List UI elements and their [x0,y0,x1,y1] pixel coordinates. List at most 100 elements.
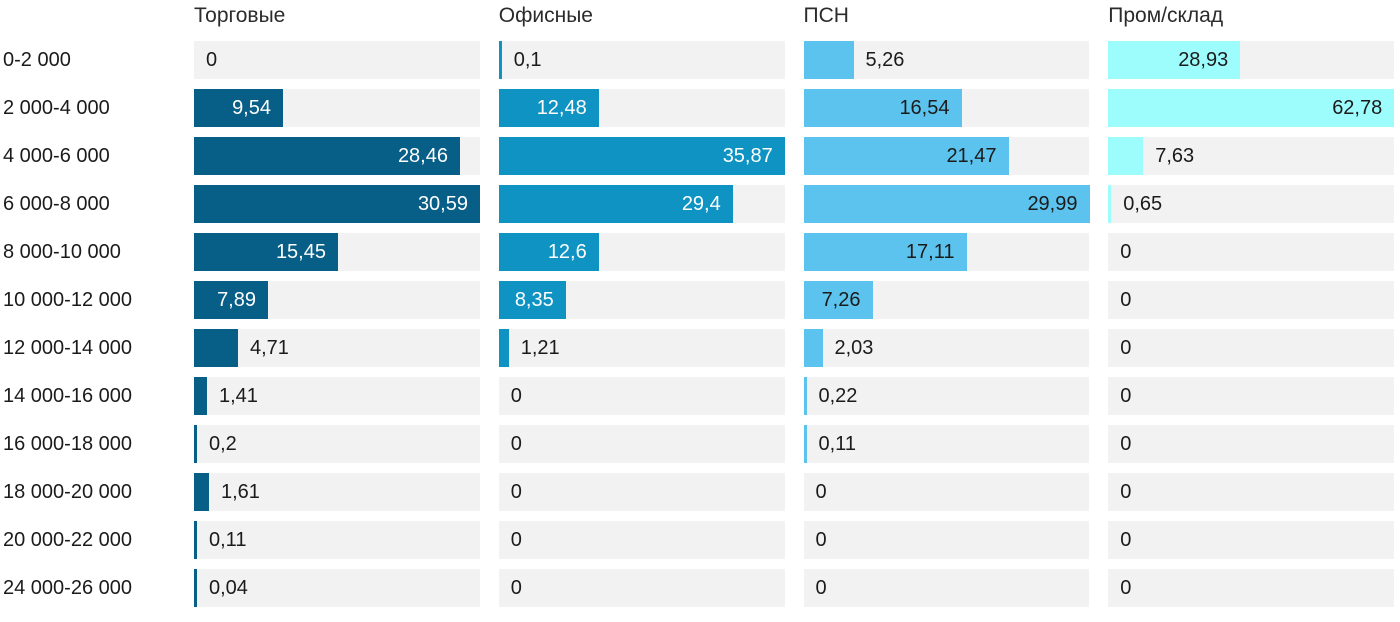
bar: 35,87 [498,137,785,175]
row-label: 0-2 000 [3,49,71,71]
bar [803,377,807,415]
bar-track: 12,6 [498,233,785,271]
bar [194,473,209,511]
bar-value-label: 62,78 [1332,97,1383,119]
bar-chart: Торговые Офисные ПСН Пром/склад 0-2 000 0… [3,3,1395,607]
bar-value-label: 0 [1120,529,1132,551]
bar: 62,78 [1108,89,1395,127]
bar-track: 1,41 [194,377,480,415]
bar [803,425,807,463]
bar-value-label: 0 [1120,337,1132,359]
bar-value-label: 0 [1120,577,1132,599]
bar-track: 0 [803,569,1090,607]
bar [194,329,238,367]
bar [194,425,197,463]
bar-track: 0 [498,377,785,415]
bar-track: 0 [1108,473,1394,511]
bar-value-label: 29,4 [681,193,721,215]
bar-value-label: 0 [1120,241,1132,263]
bar-value-label: 12,6 [547,241,587,263]
bar-value-label: 0 [206,49,218,71]
bar-track: 0 [1108,281,1394,319]
bar-track: 0 [1108,233,1394,271]
bar: 9,54 [194,89,283,127]
column-header-psn: ПСН [803,4,849,27]
bar-value-label: 28,93 [1178,49,1229,71]
bar-track: 0 [1108,425,1394,463]
bar-value-label: 29,99 [1027,193,1078,215]
bar-value-label: 0 [510,433,522,455]
bar-track: 0,11 [194,521,480,559]
bar-track: 30,59 [194,185,480,223]
bar-track: 0 [803,473,1090,511]
bar-value-label: 0 [510,577,522,599]
bar-value-label: 2,03 [834,337,874,359]
column-header-prom-sklad: Пром/склад [1108,4,1224,27]
bar-value-label: 0,2 [209,433,237,455]
bar: 16,54 [803,89,962,127]
bar-track: 0 [498,521,785,559]
bar-track: 0,1 [498,41,785,79]
bar-value-label: 0 [510,385,522,407]
bar-value-label: 8,35 [514,289,554,311]
bar-value-label: 0 [1120,481,1132,503]
bar: 29,99 [803,185,1090,223]
bar-track: 0,22 [803,377,1090,415]
bar-value-label: 5,26 [865,49,905,71]
bar-track: 29,4 [498,185,785,223]
bar-track: 0,11 [803,425,1090,463]
bar-value-label: 0 [815,577,827,599]
bar-track: 29,99 [803,185,1090,223]
corner-spacer [3,3,175,31]
bar-track: 0 [1108,569,1394,607]
bar-value-label: 0 [1120,289,1132,311]
bar: 21,47 [803,137,1009,175]
bar: 17,11 [803,233,967,271]
bar-value-label: 7,63 [1155,145,1195,167]
bar-value-label: 0,11 [818,433,856,455]
bar-track: 7,26 [803,281,1090,319]
bar-track: 21,47 [803,137,1090,175]
bar-track: 16,54 [803,89,1090,127]
row-label: 6 000-8 000 [3,193,110,215]
bar-track: 8,35 [498,281,785,319]
bar-track: 4,71 [194,329,480,367]
row-label: 14 000-16 000 [3,385,133,407]
bar-value-label: 30,59 [417,193,468,215]
row-label: 16 000-18 000 [3,433,133,455]
row-label: 24 000-26 000 [3,577,133,599]
bar-track: 0 [498,569,785,607]
bar-track: 12,48 [498,89,785,127]
bar-value-label: 7,89 [217,289,256,311]
bar: 7,89 [194,281,268,319]
bar-track: 35,87 [498,137,785,175]
bar-value-label: 0 [815,481,827,503]
bar-track: 17,11 [803,233,1090,271]
bar-track: 5,26 [803,41,1090,79]
bar-track: 7,63 [1108,137,1394,175]
bar: 15,45 [194,233,338,271]
bar-track: 0 [498,425,785,463]
bar-value-label: 12,48 [536,97,587,119]
row-label: 12 000-14 000 [3,337,133,359]
bar-track: 1,61 [194,473,480,511]
row-label: 2 000-4 000 [3,97,110,119]
bar-track: 15,45 [194,233,480,271]
bar-value-label: 35,87 [722,145,773,167]
bar-value-label: 0,65 [1123,193,1163,215]
bar [498,329,509,367]
bar-value-label: 0,11 [209,529,247,551]
bar-track: 0 [803,521,1090,559]
bar-track: 0 [194,41,480,79]
column-header-ofisnye: Офисные [498,4,593,27]
bar: 12,48 [498,89,599,127]
bar: 28,93 [1108,41,1241,79]
bar-value-label: 0,22 [818,385,858,407]
bar-track: 28,46 [194,137,480,175]
row-label: 4 000-6 000 [3,145,110,167]
bar-track: 0 [1108,521,1394,559]
bar: 28,46 [194,137,460,175]
bar-track: 0,04 [194,569,480,607]
row-label: 18 000-20 000 [3,481,133,503]
bar [498,41,502,79]
